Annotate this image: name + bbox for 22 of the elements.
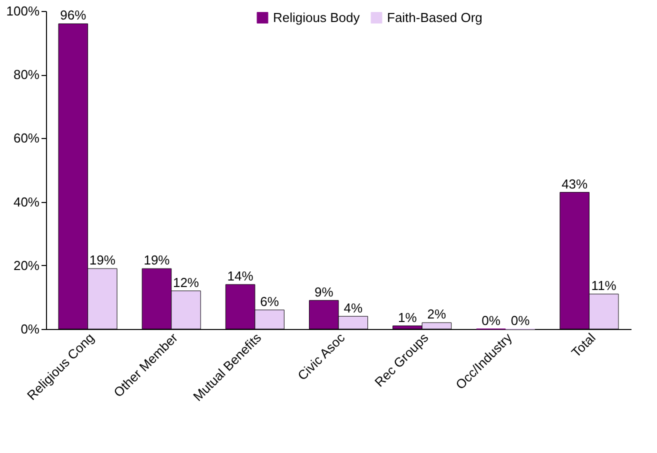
data-label: 0% [482, 313, 501, 328]
y-tick-label: 100% [6, 4, 40, 18]
legend-label: Faith-Based Org [387, 10, 482, 25]
y-tick-label: 20% [13, 258, 40, 273]
data-label: 6% [260, 294, 280, 309]
y-tick-label: 80% [13, 67, 40, 82]
data-label: 9% [314, 284, 334, 300]
data-label: 43% [562, 176, 588, 192]
y-tick-label: 40% [13, 194, 40, 210]
y-tick-label: 60% [13, 130, 40, 146]
data-label: 19% [89, 252, 116, 268]
data-label: 4% [344, 300, 363, 316]
legend-label: Religious Body [273, 10, 360, 25]
data-label: 11% [591, 278, 617, 294]
data-label: 2% [427, 306, 447, 322]
y-tick-label: 0% [20, 322, 40, 336]
data-label: 14% [227, 268, 254, 284]
data-label: 1% [398, 310, 418, 325]
data-label: 96% [60, 8, 87, 23]
data-label: 19% [144, 252, 170, 268]
data-label: 0% [510, 313, 530, 328]
data-label: 12% [172, 274, 200, 290]
